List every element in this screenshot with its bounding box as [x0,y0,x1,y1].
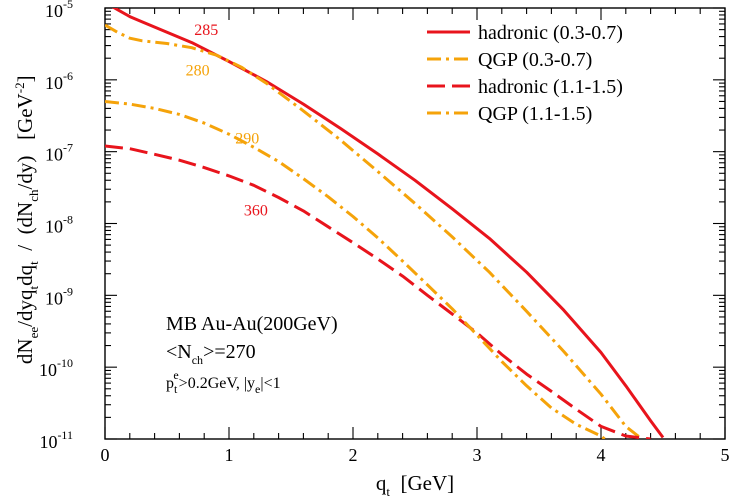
y-label-p4: / (dN [13,202,37,262]
y-tick-label: 10-9 [45,284,73,308]
annotation-multiplicity: <Nch>=270 [166,341,256,367]
x-tick-label: 0 [101,445,110,465]
x-tick-label: 1 [225,445,234,465]
annotation-multiplicity-main: <N [166,341,192,363]
y-label-s1: ee [26,327,41,339]
annotation-cuts-sub2: e [255,382,260,396]
annotation-cuts-end: |<1 [260,375,280,392]
annotation-multiplicity-sub: ch [192,353,203,367]
legend: hadronic (0.3-0.7) QGP (0.3-0.7) hadronic … [427,22,623,125]
x-axis-label-main: q [376,471,387,495]
y-label-s2: t [26,286,41,290]
curve-label-4: 360 [244,202,268,219]
legend-label-4: QGP (1.1-1.5) [478,103,592,125]
legend-label-2: QGP (0.3-0.7) [478,49,592,71]
y-label-p2: /dyq [13,289,37,327]
series-line-3 [105,144,651,439]
y-label-p1: dN [13,338,37,364]
y-tick-label: 10-7 [45,141,73,165]
annotation-cuts-sup: e [173,368,178,382]
annotation-cuts: pte>0.2GeV, |ye|<1 [166,368,281,396]
curve-label-1: 285 [194,22,218,39]
y-axis-label: dNee/dyqtdqt / (dNch/dy) [GeV-2] [12,60,41,391]
x-tick-label: 2 [349,445,358,465]
curve-label-3: 290 [235,130,259,147]
curve-labels: 285 280 290 360 [186,22,268,219]
y-tick-label: 10-8 [45,213,73,237]
y-tick-label: 10-6 [45,69,73,93]
legend-label-3: hadronic (1.1-1.5) [478,76,623,98]
series-line-4 [105,100,606,439]
y-label-sup: -2 [12,82,27,93]
axis-ticks [104,7,726,440]
annotation-cuts-rest: >0.2GeV, |y [179,375,255,392]
y-label-s3: t [26,261,41,265]
y-tick-label: 10-5 [45,0,73,21]
annotation-cuts-sub: t [174,382,178,396]
tick-labels: 0 1 2 3 4 5 10-5 10-6 10-7 10-8 10-9 10-10 10-11 [39,0,730,465]
series-line-1 [111,8,665,439]
annotation-multiplicity-rest: >=270 [203,341,256,363]
legend-label-1: hadronic (0.3-0.7) [478,22,623,44]
x-axis-label-sub: t [386,484,390,499]
annotation-block: MB Au-Au(200GeV) <Nch>=270 pte>0.2GeV, |… [166,313,338,396]
series-line-2 [105,23,643,439]
x-tick-label: 3 [473,445,482,465]
y-label-p3: dq [13,264,37,286]
series-lines [105,8,665,439]
annotation-cuts-p: p [166,375,174,392]
x-tick-label: 4 [597,445,606,465]
y-tick-label: 10-11 [39,428,73,452]
y-tick-label: 10-10 [39,356,73,380]
y-label-s4: ch [26,189,41,202]
curve-label-2: 280 [186,62,210,79]
x-tick-label: 5 [721,445,730,465]
annotation-system: MB Au-Au(200GeV) [166,313,338,335]
y-label-p5: /dy) [GeV [13,93,37,189]
y-label-p6: ] [13,75,37,82]
x-axis-label-unit: [GeV] [390,471,454,495]
x-axis-label: qt [GeV] [376,471,454,499]
